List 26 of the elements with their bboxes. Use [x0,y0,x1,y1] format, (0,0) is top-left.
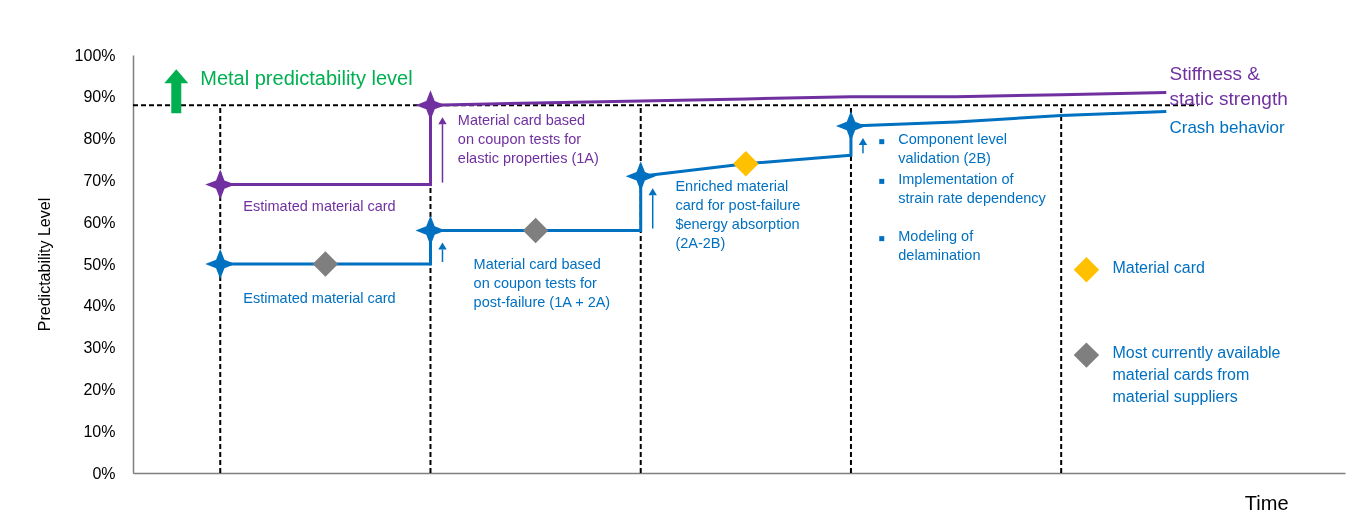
series-label: Crash behavior [1169,117,1286,137]
series-label: Stiffness & static strength [1169,63,1288,109]
y-tick-label: 0% [92,464,116,482]
y-tick-label: 20% [83,380,116,398]
annotation: Estimated material card [243,290,396,307]
y-tick-label: 30% [83,339,116,357]
y-tick-label: 50% [83,255,116,273]
annotation: Material card based on coupon tests for elastic properties (1A) [457,111,599,166]
y-tick-label: 60% [83,213,116,231]
annotation: Material card based on coupon tests for post-failure (1A + 2A) [473,255,611,310]
y-tick-label: 40% [83,297,116,315]
legend-label: Most currently available material cards from material suppliers [1112,344,1281,406]
ref-line-label: Metal predictability level [200,67,413,90]
annotation: Enriched material card for post-failure $energy absorption (2A-2B) [675,178,801,252]
y-tick-label: 10% [83,422,116,440]
y-tick-label: 100% [74,46,116,64]
annotation: Estimated material card [243,198,396,215]
x-axis-title: Time [1244,491,1289,514]
y-axis-title: Predictability Level [35,197,53,332]
y-tick-label: 90% [83,88,116,106]
annotation: Component level validation (2B) [898,131,1008,167]
annotation: Implementation of strain rate dependency [898,170,1047,206]
annotation: Modeling of delamination [898,228,981,264]
legend-label: Material card [1112,258,1205,276]
y-tick-label: 80% [83,130,116,148]
y-tick-label: 70% [83,171,116,189]
